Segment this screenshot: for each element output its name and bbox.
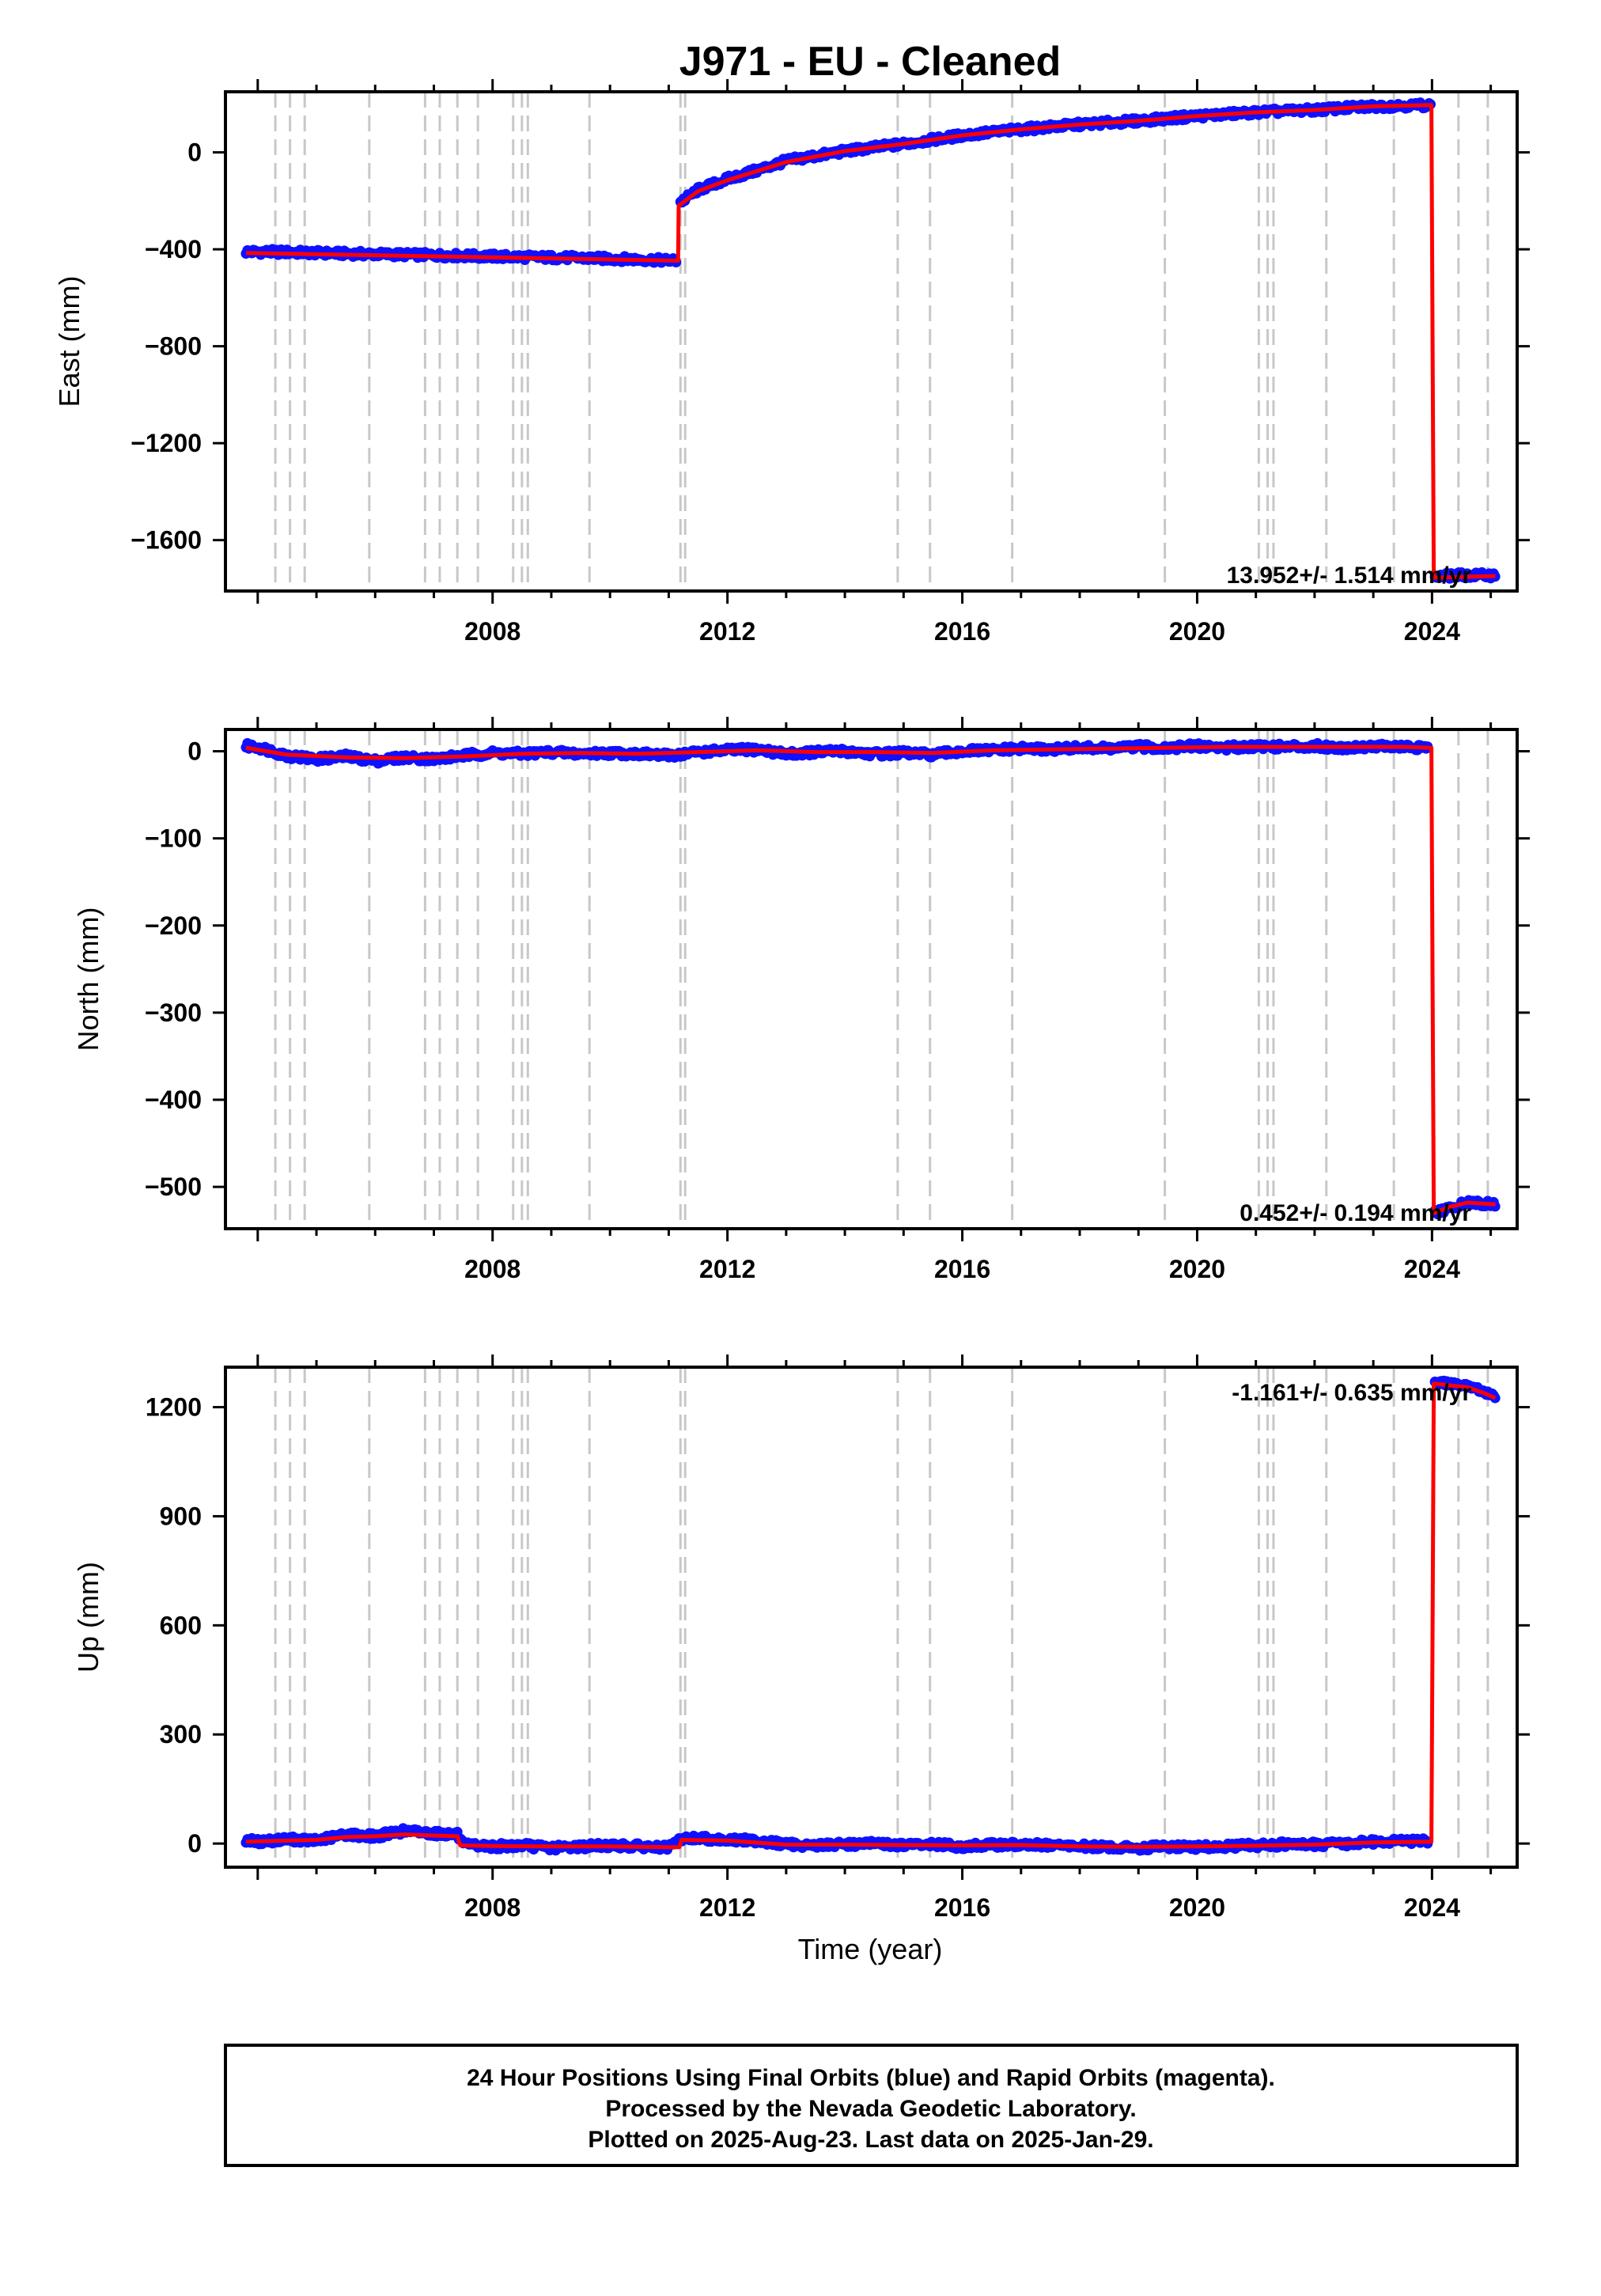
y-tick-label: −200 xyxy=(145,911,202,940)
y-axis-title: Up (mm) xyxy=(72,1562,104,1673)
y-tick-label: −100 xyxy=(145,824,202,853)
y-tick-label: 0 xyxy=(187,737,202,766)
plot-area xyxy=(225,729,1517,1229)
plot-frame xyxy=(224,90,1519,593)
y-tick-label: −1200 xyxy=(131,429,202,457)
offset-lines xyxy=(274,729,1489,1229)
caption-box: 24 Hour Positions Using Final Orbits (bl… xyxy=(224,2044,1519,2167)
x-tick-label: 2012 xyxy=(699,1893,755,1922)
y-tick-label: −300 xyxy=(145,998,202,1027)
y-tick-label: −800 xyxy=(145,332,202,361)
x-tick-label: 2008 xyxy=(464,617,520,646)
series-model-line xyxy=(245,1381,1497,1850)
series-model-line xyxy=(245,744,1496,1215)
plot-area xyxy=(225,1367,1517,1867)
caption-line-1: 24 Hour Positions Using Final Orbits (bl… xyxy=(467,2065,1275,2091)
up-panel: 0 300 600 900 1200 2008 2012 2016 2020 2024 Up (mm… xyxy=(72,1354,1530,1922)
y-axis-title: North (mm) xyxy=(72,907,104,1051)
x-tick-label: 2020 xyxy=(1169,1255,1225,1283)
x-tick-label: 2012 xyxy=(699,1255,755,1283)
y-axis-title: East (mm) xyxy=(53,276,85,407)
north-panel: 0 −100 −200 −300 −400 −500 2008 2012 2016 2020 202… xyxy=(72,717,1530,1283)
x-tick-label: 2008 xyxy=(464,1893,520,1922)
series-model-line xyxy=(245,103,1496,580)
caption-line-2: Processed by the Nevada Geodetic Laborat… xyxy=(605,2096,1136,2122)
y-tick-label: 0 xyxy=(187,138,202,167)
plot-frame xyxy=(224,728,1519,1230)
y-tick-label: −400 xyxy=(145,1085,202,1114)
x-tick-label: 2012 xyxy=(699,617,755,646)
rate-label: -1.161+/- 0.635 mm/yr xyxy=(1232,1380,1471,1406)
y-tick-label: −1600 xyxy=(131,526,202,555)
y-tick-label: −400 xyxy=(145,235,202,263)
y-tick-label: −500 xyxy=(145,1173,202,1201)
y-tick-label: 300 xyxy=(160,1720,202,1749)
caption-line-3: Plotted on 2025-Aug-23. Last data on 202… xyxy=(588,2127,1153,2153)
y-tick-label: 1200 xyxy=(146,1393,202,1422)
east-panel: 0 −400 −800 −1200 −1600 2008 2012 2016 2020 2024 E… xyxy=(53,79,1530,646)
x-tick-label: 2016 xyxy=(934,1893,990,1922)
x-tick-label: 2024 xyxy=(1404,1893,1460,1922)
chart-title: J971 - EU - Cleaned xyxy=(679,39,1062,85)
plot-area xyxy=(225,92,1517,591)
x-tick-label: 2024 xyxy=(1404,1255,1460,1283)
x-tick-label: 2016 xyxy=(934,617,990,646)
rate-label: 0.452+/- 0.194 mm/yr xyxy=(1240,1200,1471,1226)
y-tick-label: 0 xyxy=(187,1829,202,1858)
offset-lines xyxy=(274,1367,1489,1867)
offset-lines xyxy=(274,92,1489,591)
x-tick-label: 2024 xyxy=(1404,617,1460,646)
x-tick-label: 2016 xyxy=(934,1255,990,1283)
y-tick-label: 600 xyxy=(160,1611,202,1639)
x-tick-label: 2008 xyxy=(464,1255,520,1283)
y-tick-label: 900 xyxy=(160,1502,202,1530)
x-tick-label: 2020 xyxy=(1169,617,1225,646)
x-tick-label: 2020 xyxy=(1169,1893,1225,1922)
rate-label: 13.952+/- 1.514 mm/yr xyxy=(1227,563,1472,589)
plot-frame xyxy=(224,1366,1519,1869)
x-axis-title: Time (year) xyxy=(798,1933,943,1965)
